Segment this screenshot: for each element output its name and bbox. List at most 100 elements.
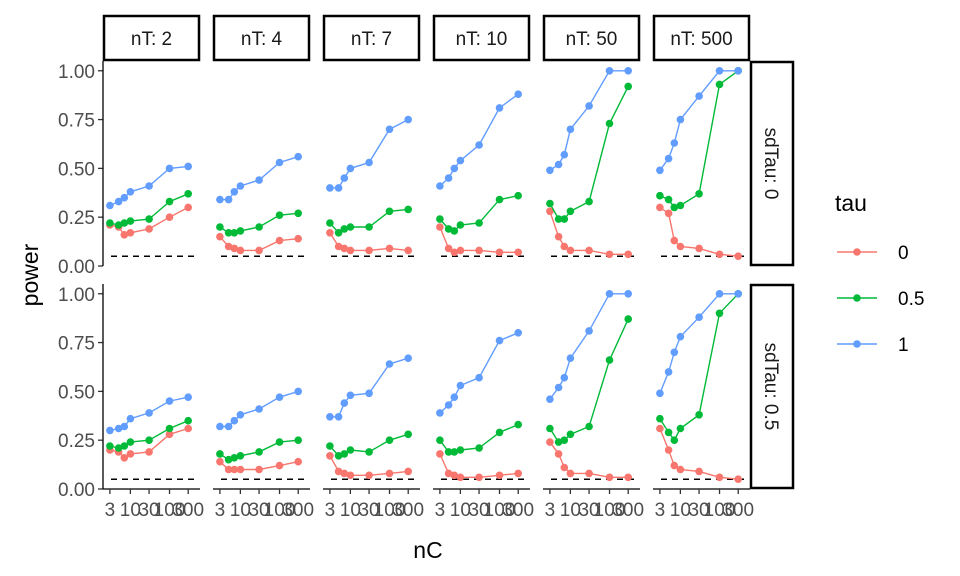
- legend-label: 1: [898, 335, 909, 356]
- data-point-tau-0.5: [605, 119, 614, 128]
- data-point-tau-0.5: [404, 205, 413, 214]
- row-strip-box: [749, 283, 795, 490]
- y-tick-label: 0.00: [58, 257, 95, 278]
- data-point-tau-1: [664, 154, 673, 163]
- data-point-tau-0: [216, 232, 224, 241]
- legend-key-point: [853, 340, 861, 348]
- data-point-tau-0.5: [294, 436, 303, 445]
- data-point-tau-1: [216, 422, 224, 431]
- x-tick-label: 300: [282, 500, 314, 521]
- data-point-tau-0: [566, 469, 575, 478]
- data-point-tau-0.5: [114, 221, 123, 229]
- data-point-tau-1: [275, 393, 284, 402]
- data-point-tau-1: [475, 373, 483, 382]
- data-point-tau-0.5: [120, 442, 129, 450]
- x-axis-title: nC: [413, 537, 442, 563]
- data-point-tau-1: [475, 141, 483, 149]
- data-point-tau-0: [230, 244, 239, 253]
- data-point-tau-0.5: [120, 219, 129, 227]
- x-tick-label: 30: [468, 500, 489, 521]
- data-point-tau-0.5: [656, 191, 664, 200]
- data-point-tau-0: [365, 246, 373, 255]
- data-point-tau-1: [224, 195, 233, 204]
- data-point-tau-1: [514, 329, 522, 337]
- data-point-tau-0: [475, 246, 483, 255]
- data-point-tau-0: [450, 248, 459, 257]
- data-point-tau-0.5: [340, 450, 349, 458]
- data-point-tau-0.5: [184, 416, 192, 425]
- data-point-tau-0: [695, 244, 703, 253]
- x-tick-label: 3: [545, 500, 556, 521]
- data-point-tau-0.5: [554, 215, 563, 223]
- x-tick-label: 3: [325, 500, 336, 521]
- data-point-tau-1: [715, 67, 724, 75]
- data-point-tau-0.5: [495, 195, 504, 204]
- data-point-tau-1: [346, 164, 355, 173]
- data-point-tau-0.5: [255, 448, 263, 456]
- data-point-tau-0.5: [145, 436, 153, 445]
- data-point-tau-1: [165, 164, 174, 173]
- col-strip-box: [102, 14, 201, 62]
- data-point-tau-1: [385, 360, 394, 368]
- data-point-tau-0: [346, 471, 355, 480]
- data-point-tau-0.5: [365, 223, 373, 231]
- col-strip-label: nT: 7: [351, 29, 392, 50]
- data-point-tau-1: [554, 160, 563, 169]
- data-point-tau-0: [326, 229, 334, 237]
- data-point-tau-1: [120, 422, 129, 431]
- data-point-tau-0: [165, 213, 174, 221]
- data-point-tau-0.5: [546, 199, 554, 208]
- data-point-tau-1: [734, 67, 742, 75]
- data-point-tau-1: [444, 401, 453, 409]
- data-point-tau-1: [184, 393, 192, 402]
- data-point-tau-1: [224, 422, 233, 431]
- data-point-tau-0.5: [224, 229, 233, 237]
- x-tick-label: 10: [450, 500, 471, 521]
- data-point-tau-1: [656, 166, 664, 175]
- data-point-tau-1: [385, 125, 394, 134]
- data-point-tau-0.5: [475, 219, 483, 227]
- data-point-tau-1: [585, 327, 593, 335]
- data-point-tau-1: [546, 166, 554, 175]
- data-point-tau-0: [456, 473, 465, 482]
- data-point-tau-0: [236, 246, 245, 255]
- data-point-tau-0: [120, 231, 129, 239]
- data-point-tau-0.5: [514, 420, 522, 429]
- data-point-tau-1: [605, 67, 614, 75]
- data-point-tau-0.5: [676, 424, 685, 433]
- data-point-tau-1: [514, 90, 522, 98]
- data-point-tau-1: [560, 373, 569, 382]
- data-point-tau-1: [566, 354, 575, 363]
- data-point-tau-1: [670, 139, 679, 147]
- data-point-tau-1: [436, 182, 444, 190]
- data-point-tau-0.5: [275, 438, 284, 446]
- data-point-tau-1: [165, 397, 174, 405]
- data-point-tau-0.5: [695, 411, 703, 419]
- data-point-tau-1: [230, 416, 239, 425]
- data-point-tau-1: [695, 92, 703, 100]
- data-point-tau-0: [294, 457, 303, 466]
- legend-key-point: [853, 294, 861, 302]
- data-point-tau-0.5: [255, 223, 263, 231]
- data-point-tau-0: [546, 207, 554, 216]
- data-point-tau-0.5: [385, 207, 394, 216]
- data-point-tau-1: [326, 184, 334, 192]
- data-point-tau-1: [715, 290, 724, 298]
- data-point-tau-0: [275, 236, 284, 245]
- data-point-tau-0: [224, 242, 233, 251]
- x-tick-label: 10: [340, 500, 361, 521]
- data-point-tau-1: [126, 188, 135, 196]
- y-tick-label: 0.25: [58, 208, 95, 229]
- col-strip-box: [432, 14, 531, 62]
- data-point-tau-0.5: [294, 209, 303, 218]
- data-point-tau-0: [340, 244, 349, 253]
- data-point-tau-0.5: [670, 203, 679, 212]
- data-point-tau-0: [546, 438, 554, 446]
- data-point-tau-1: [106, 201, 114, 210]
- data-point-tau-0.5: [664, 195, 673, 204]
- data-point-tau-0: [385, 469, 394, 478]
- data-point-tau-1: [114, 424, 123, 433]
- data-point-tau-1: [670, 348, 679, 357]
- y-tick-label: 0.50: [58, 382, 95, 403]
